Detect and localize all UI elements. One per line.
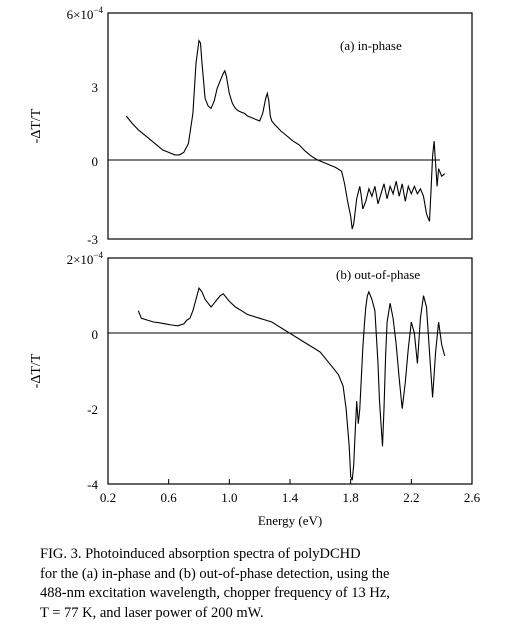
y-tick-label-b: -2 [87,402,98,417]
x-tick-label: 1.0 [221,490,237,505]
x-tick-label: 1.4 [282,490,299,505]
caption-line: FIG. 3. Photoinduced absorption spectra … [40,546,361,562]
figure-caption: FIG. 3. Photoinduced absorption spectra … [40,545,502,623]
series-line-a [125,38,446,230]
x-tick-label: 0.2 [100,490,116,505]
caption-line: for the (a) in-phase and (b) out-of-phas… [40,565,390,582]
y-tick-label-b: 0 [92,327,99,342]
caption-line: 488-nm excitation wavelength, chopper fr… [40,585,390,601]
y-tick-label-a: 3 [92,80,99,95]
x-tick-label: 2.2 [403,490,419,505]
x-tick-label: 2.6 [464,490,481,505]
y-axis-label-b: -ΔT/T [29,353,44,388]
panel-label-b: (b) out-of-phase [336,267,420,282]
plot-frame-b [107,257,473,485]
y-tick-label-a: 0 [92,154,99,169]
panel-b: -ΔT/T 2×10−4 0 -2 -4 (b) out-of-phase 0.… [29,250,481,528]
x-tick-label: 0.6 [161,490,178,505]
panel-label-a: (a) in-phase [340,38,402,53]
y-tick-label-b: -4 [87,477,98,492]
y-axis-label-a: -ΔT/T [29,108,44,143]
plot-frame-a [107,12,473,240]
x-tick-label: 1.8 [343,490,359,505]
y-tick-label-top-a: 6×10−4 [67,5,104,22]
series-line-b [137,286,446,481]
figure: -ΔT/T 6×10−4 3 0 -3 (a) in-phase -ΔT/T 2… [29,5,481,528]
caption-line: T = 77 K, and laser power of 200 mW. [40,604,264,621]
y-tick-label-top-b: 2×10−4 [67,250,104,267]
y-tick-label-a: -3 [87,232,98,247]
x-axis-label: Energy (eV) [258,513,322,528]
x-tick-labels: 0.2 0.6 1.0 1.4 1.8 2.2 2.6 [100,479,481,505]
panel-a: -ΔT/T 6×10−4 3 0 -3 (a) in-phase [29,5,473,247]
